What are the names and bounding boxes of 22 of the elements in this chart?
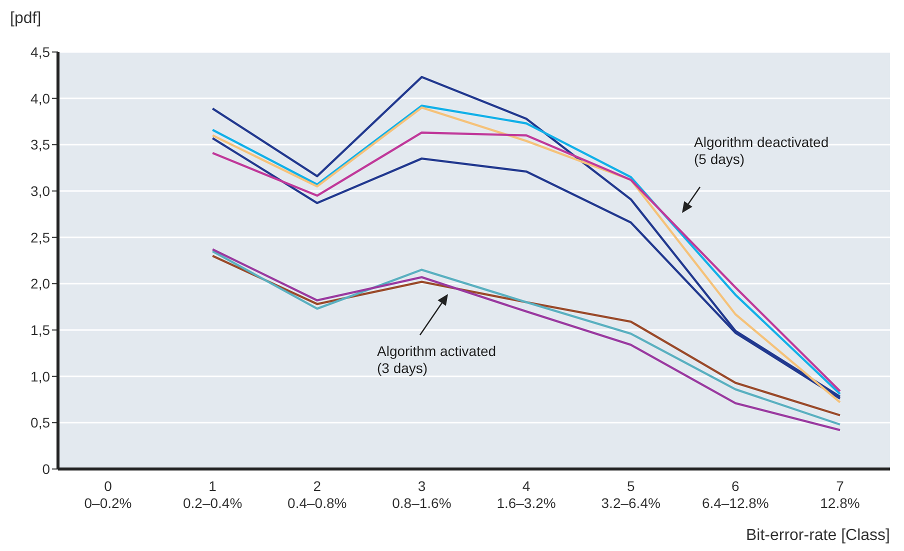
x-tick-label: 0 0–0.2% (84, 478, 132, 511)
x-axis-title: Bit-error-rate [Class] (746, 527, 890, 545)
x-tick-label: 3 0.8–1.6% (392, 478, 452, 511)
y-tick-label: 4,0 (30, 90, 50, 106)
x-tick-label: 2 0.4–0.8% (288, 478, 347, 511)
x-tick-label: 5 3.2–6.4% (601, 478, 660, 511)
y-tick-label: 3,0 (30, 182, 50, 199)
y-tick-label: 2,0 (30, 276, 50, 292)
y-tick-label: 0 (42, 460, 50, 477)
annotation: Algorithm activated (3 days) (377, 343, 496, 377)
y-tick-label: 4,5 (30, 44, 50, 60)
x-tick-label: 7 12.8% (820, 478, 860, 511)
y-axis-title: [pdf] (10, 10, 42, 28)
x-tick-label: 6 6.4–12.8% (702, 478, 769, 511)
y-tick-label: 2,5 (30, 229, 50, 246)
y-tick-label: 0,5 (30, 414, 50, 431)
x-tick-label: 1 0.2–0.4% (182, 478, 242, 511)
y-tick-label: 3,5 (30, 136, 50, 153)
y-tick-label: 1,0 (30, 368, 50, 384)
annotation: Algorithm deactivated (5 days) (694, 134, 829, 168)
x-tick-label: 4 1.6–3.2% (496, 478, 556, 511)
y-tick-label: 1,5 (30, 322, 50, 338)
